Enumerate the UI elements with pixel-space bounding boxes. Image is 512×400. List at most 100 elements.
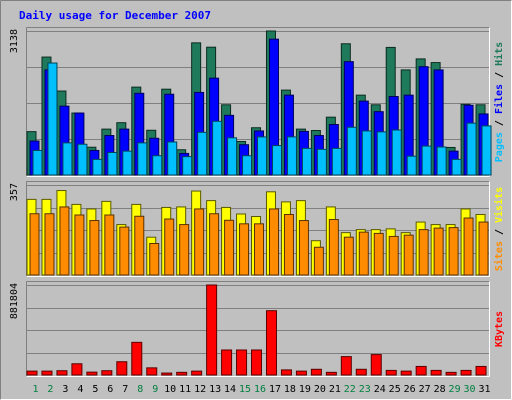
bar-sites [448,227,459,276]
x-tick-label: 3 [62,384,68,395]
bar-sites [29,213,40,276]
bar-sites [194,208,205,276]
x-tick-label: 4 [77,384,83,395]
x-tick-label: 17 [269,384,281,395]
x-tick-label: 15 [239,384,251,395]
bar-pages [301,147,312,176]
x-tick-label: 28 [434,384,446,395]
x-tick-label: 29 [449,384,461,395]
bar-kbytes [236,349,248,376]
bar-kbytes [445,371,457,376]
bar-pages [152,155,163,176]
series-side-label: Pages / Files / Hits [493,42,505,162]
bar-sites [104,214,115,276]
bar-kbytes [370,354,382,376]
x-tick-label: 25 [389,384,401,395]
bar-kbytes [116,361,128,376]
bar-kbytes [430,369,442,376]
bar-kbytes [265,310,277,376]
bar-kbytes [415,365,427,376]
bar-pages [451,158,462,176]
bar-kbytes [71,363,83,376]
x-tick-label: 7 [122,384,128,395]
bar-kbytes [355,368,367,376]
x-tick-label: 2 [47,384,53,395]
bar-kbytes [206,284,218,376]
bar-kbytes [310,368,322,376]
legend-separator: / [494,114,505,132]
bar-sites [209,213,220,276]
chart-title: Daily usage for December 2007 [19,9,211,22]
bar-kbytes [131,341,143,376]
bar-sites [179,224,190,276]
y-max-label: 3138 [9,29,20,53]
x-tick-label: 9 [152,384,158,395]
x-tick-label: 30 [464,384,476,395]
bar-pages [167,141,178,176]
x-tick-label: 27 [419,384,431,395]
bar-sites [239,223,250,276]
bar-kbytes [41,370,53,376]
bar-pages [47,62,58,176]
bar-sites [59,206,70,276]
x-tick-label: 16 [254,384,266,395]
x-tick-label: 20 [314,384,326,395]
series-sites [29,206,489,276]
bar-pages [421,145,432,176]
x-tick-label: 11 [179,384,191,395]
bar-sites [403,234,414,276]
x-tick-label: 31 [478,384,490,395]
bar-sites [149,242,160,276]
bar-sites [224,219,235,276]
y-max-label: 357 [9,183,20,201]
x-tick-label: 1 [32,384,38,395]
bar-kbytes [385,369,397,376]
bar-sites [254,223,265,276]
bar-pages [331,147,342,176]
bar-pages [286,136,297,176]
bar-sites [268,208,279,276]
bar-sites [433,227,444,276]
bar-kbytes [460,369,472,376]
panel-bottom: 881804 KBytes [9,281,505,377]
bar-sites [44,213,55,276]
x-tick-label: 6 [107,384,113,395]
series-side-label: KBytes [494,311,505,347]
bar-kbytes [475,365,487,376]
x-tick-label: 22 [344,384,356,395]
bar-pages [376,131,387,176]
bar-sites [328,219,339,276]
bar-pages [436,146,447,176]
bar-sites [134,215,145,276]
legend-kbytes: KBytes [494,311,505,347]
bar-pages [346,126,357,176]
x-tick-label: 23 [359,384,371,395]
bar-pages [361,130,372,176]
bar-pages [316,148,327,176]
bar-sites [373,232,384,276]
bar-sites [89,220,100,276]
series-side-label: Sites / Visits [493,187,505,271]
bar-kbytes [161,372,173,376]
panels-group: 3138 Pages / Files / Hits 357 Sites / Visit… [9,27,505,377]
bar-pages [92,158,103,176]
legend-separator: / [494,223,505,241]
bar-kbytes [295,370,307,376]
legend-sites: Sites [493,241,505,271]
bar-pages [391,129,402,176]
bar-sites [119,226,130,276]
bar-sites [313,246,324,276]
bar-kbytes [251,349,263,376]
legend-visits: Visits [493,187,505,223]
bar-sites [478,221,489,276]
bar-sites [358,231,369,276]
panel-top: 3138 Pages / Files / Hits [9,27,505,177]
bar-pages [406,155,417,176]
bar-sites [418,229,429,276]
bar-sites [388,235,399,276]
legend-files: Files [493,84,505,114]
x-tick-label: 19 [299,384,311,395]
bar-kbytes [221,349,233,376]
bar-kbytes [101,370,113,376]
bar-kbytes [26,370,38,376]
